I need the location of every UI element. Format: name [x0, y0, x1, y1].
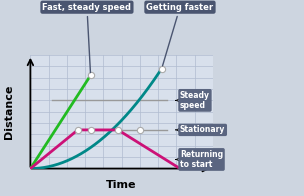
Text: Steady
speed: Steady speed: [175, 91, 210, 110]
Text: Fast, steady speed: Fast, steady speed: [43, 3, 131, 73]
Text: Getting faster: Getting faster: [147, 3, 213, 66]
Text: Distance: Distance: [4, 84, 13, 139]
Text: Returning
to start: Returning to start: [175, 150, 223, 169]
Text: Stationary: Stationary: [175, 125, 225, 134]
Text: Time: Time: [106, 180, 137, 190]
